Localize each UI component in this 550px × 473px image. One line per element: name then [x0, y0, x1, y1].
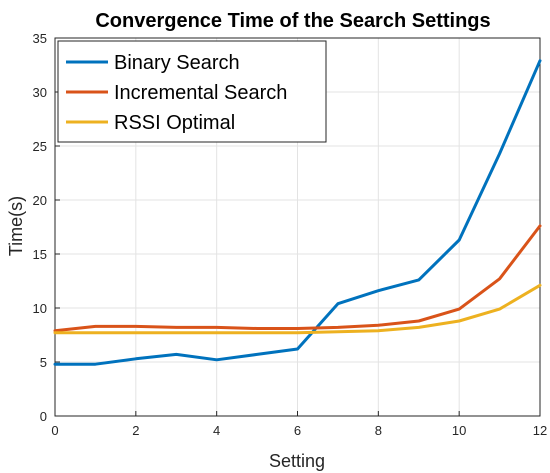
x-tick-label: 8 [375, 423, 382, 438]
axis-ticks: 0 2 4 6 8 10 12 0 5 10 15 20 25 30 35 [33, 31, 548, 438]
y-tick-label: 35 [33, 31, 47, 46]
legend-label: Binary Search [114, 52, 240, 74]
y-tick-label: 5 [40, 355, 47, 370]
legend-label: Incremental Search [114, 82, 287, 104]
y-tick-label: 0 [40, 409, 47, 424]
y-axis-title: Time(s) [6, 196, 26, 256]
legend-label: RSSI Optimal [114, 112, 235, 134]
x-tick-label: 2 [132, 423, 139, 438]
x-tick-label: 4 [213, 423, 220, 438]
x-tick-label: 0 [51, 423, 58, 438]
y-tick-label: 20 [33, 193, 47, 208]
legend: Binary Search Incremental Search RSSI Opti… [57, 40, 327, 143]
x-axis-title: Setting [269, 451, 325, 471]
series-lines [53, 59, 542, 366]
series-line-binary-search [53, 59, 542, 366]
series-line-rssi-optimal [53, 283, 542, 335]
y-tick-label: 10 [33, 301, 47, 316]
y-tick-label: 15 [33, 247, 47, 262]
x-tick-label: 6 [294, 423, 301, 438]
x-tick-label: 12 [533, 423, 547, 438]
y-tick-label: 25 [33, 139, 47, 154]
chart-title: Convergence Time of the Search Settings [95, 10, 490, 32]
y-tick-label: 30 [33, 85, 47, 100]
x-tick-label: 10 [452, 423, 466, 438]
series-line-incremental-search [53, 224, 542, 333]
